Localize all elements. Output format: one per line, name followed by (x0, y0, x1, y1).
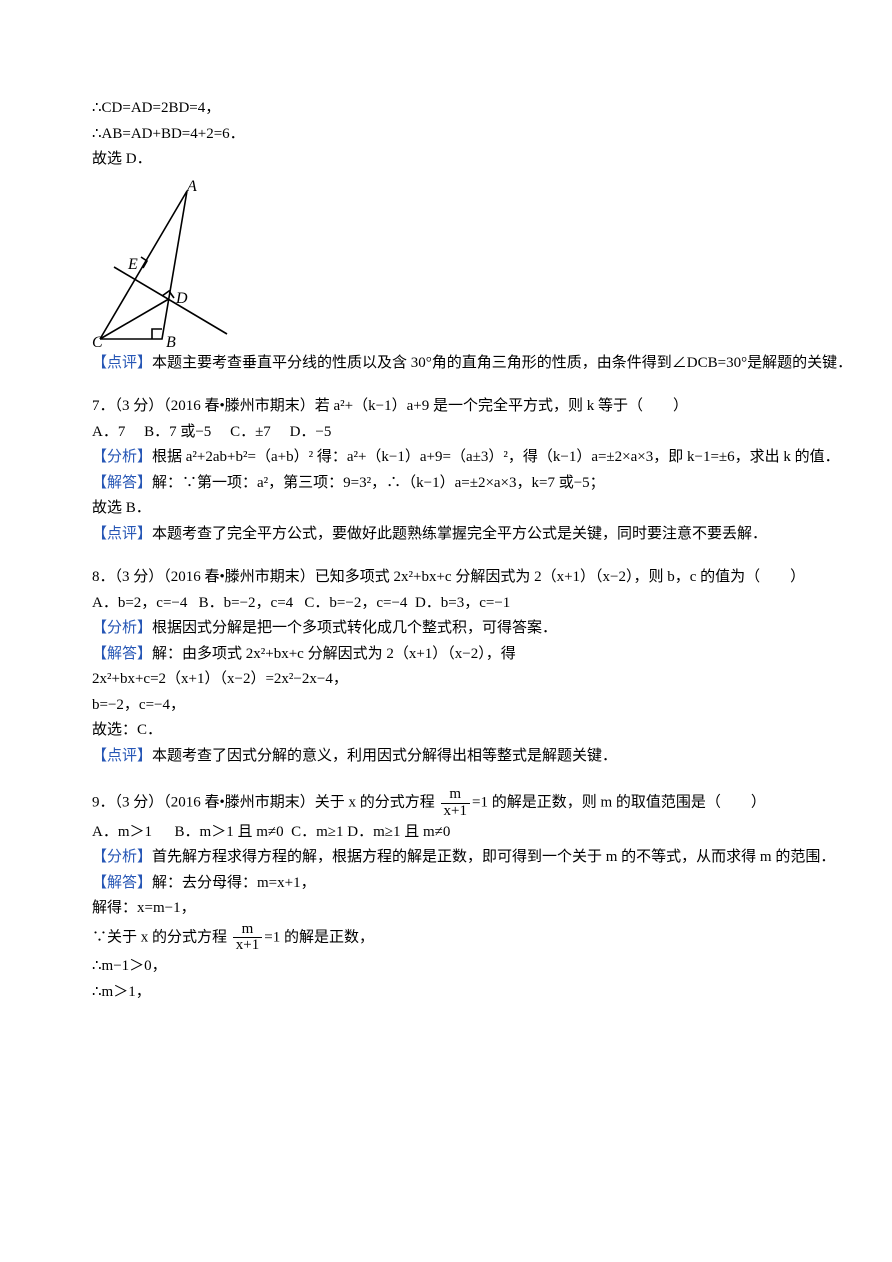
options-row: A．7 B．7 或−5 C．±7 D．−5 (92, 420, 892, 446)
answer-label: 【解答】 (92, 475, 152, 491)
analysis-text: 【分析】首先解方程求得方程的解，根据方程的解是正数，即可得到一个关于 m 的不等… (92, 845, 892, 871)
answer-text: 【解答】解：∵第一项：a²，第三项：9=3²，∴（k−1）a=±2×a×3，k=… (92, 471, 892, 497)
answer-text: 2x²+bx+c=2（x+1）（x−2）=2x²−2x−4， (92, 667, 892, 693)
triangle-figure: A C B D E (92, 179, 892, 349)
options-row: A．m＞1 B．m＞1 且 m≠0 C．m≥1 D．m≥1 且 m≠0 (92, 820, 892, 846)
fraction-num: m (441, 787, 470, 804)
comment-label: 【点评】 (92, 526, 152, 542)
opt-a: A．7 (92, 424, 125, 440)
analysis-label: 【分析】 (92, 449, 152, 465)
opt-b: B．b=−2，c=4 (199, 595, 294, 611)
fraction-den: x+1 (441, 804, 470, 820)
analysis-body: 根据 a²+2ab+b²=（a+b）² 得：a²+（k−1）a+9=（a±3）²… (152, 449, 840, 465)
comment-label: 【点评】 (92, 355, 152, 371)
analysis-body: 根据因式分解是把一个多项式转化成几个整式积，可得答案． (152, 620, 557, 636)
analysis-label: 【分析】 (92, 849, 152, 865)
comment-text: 【点评】本题考查了完全平方公式，要做好此题熟练掌握完全平方公式是关键，同时要注意… (92, 522, 892, 548)
opt-d: D．m≥1 且 m≠0 (347, 824, 450, 840)
opt-d: D．b=3，c=−1 (415, 595, 510, 611)
comment-text: 【点评】本题考查了因式分解的意义，利用因式分解得出相等整式是解题关键． (92, 744, 892, 770)
answer-body: 解：去分母得：m=x+1， (152, 875, 316, 891)
answer-label: 【解答】 (92, 646, 152, 662)
answer-text: 故选：C． (92, 718, 892, 744)
answer-text: 【解答】解：去分母得：m=x+1， (92, 871, 892, 897)
comment-label: 【点评】 (92, 748, 152, 764)
opt-c: C．b=−2，c=−4 (304, 595, 407, 611)
comment-body: 本题考查了完全平方公式，要做好此题熟练掌握完全平方公式是关键，同时要注意不要丢解… (152, 526, 767, 542)
question-stem: 7．（3 分）（2016 春•滕州市期末）若 a²+（k−1）a+9 是一个完全… (92, 394, 892, 420)
options-row: A．b=2，c=−4 B．b=−2，c=4 C．b=−2，c=−4 D．b=3，… (92, 591, 892, 617)
comment-body: 本题考查了因式分解的意义，利用因式分解得出相等整式是解题关键． (152, 748, 617, 764)
svg-text:B: B (166, 334, 176, 349)
fraction-num: m (233, 922, 262, 939)
answer-text: ∵关于 x 的分式方程 m x+1 =1 的解是正数， (92, 922, 892, 955)
fraction: m x+1 (441, 787, 470, 820)
body-text: ∴CD=AD=2BD=4， (92, 96, 892, 122)
opt-b: B．7 或−5 (144, 424, 211, 440)
opt-a: A．m＞1 (92, 824, 152, 840)
fraction: m x+1 (233, 922, 262, 955)
stem-part: =1 的解是正数，则 m 的取值范围是（ ） (472, 795, 766, 811)
opt-a: A．b=2，c=−4 (92, 595, 187, 611)
analysis-text: 【分析】根据因式分解是把一个多项式转化成几个整式积，可得答案． (92, 616, 892, 642)
answer-part: ∵关于 x 的分式方程 (92, 929, 227, 945)
question-stem: 9．（3 分）（2016 春•滕州市期末）关于 x 的分式方程 m x+1 =1… (92, 787, 892, 820)
opt-d: D．−5 (290, 424, 332, 440)
opt-c: C．m≥1 (291, 824, 343, 840)
fraction-den: x+1 (233, 938, 262, 954)
answer-text: 【解答】解：由多项式 2x²+bx+c 分解因式为 2（x+1）（x−2），得 (92, 642, 892, 668)
svg-text:C: C (92, 334, 103, 349)
comment-text: 【点评】本题主要考查垂直平分线的性质以及含 30°角的直角三角形的性质，由条件得… (92, 351, 892, 377)
answer-text: 故选 B． (92, 496, 892, 522)
question-stem: 8．（3 分）（2016 春•滕州市期末）已知多项式 2x²+bx+c 分解因式… (92, 565, 892, 591)
svg-text:A: A (186, 179, 197, 195)
stem-part: 9．（3 分）（2016 春•滕州市期末）关于 x 的分式方程 (92, 795, 435, 811)
answer-text: 解得：x=m−1， (92, 896, 892, 922)
answer-text: ∴m＞1， (92, 980, 892, 1006)
analysis-body: 首先解方程求得方程的解，根据方程的解是正数，即可得到一个关于 m 的不等式，从而… (152, 849, 835, 865)
analysis-label: 【分析】 (92, 620, 152, 636)
answer-label: 【解答】 (92, 875, 152, 891)
body-text: 故选 D． (92, 147, 892, 173)
answer-body: 解：∵第一项：a²，第三项：9=3²，∴（k−1）a=±2×a×3，k=7 或−… (152, 475, 605, 491)
opt-b: B．m＞1 且 m≠0 (175, 824, 284, 840)
svg-text:E: E (127, 256, 138, 273)
analysis-text: 【分析】根据 a²+2ab+b²=（a+b）² 得：a²+（k−1）a+9=（a… (92, 445, 892, 471)
comment-body: 本题主要考查垂直平分线的性质以及含 30°角的直角三角形的性质，由条件得到∠DC… (152, 355, 852, 371)
answer-text: ∴m−1＞0， (92, 954, 892, 980)
body-text: ∴AB=AD+BD=4+2=6． (92, 122, 892, 148)
opt-c: C．±7 (230, 424, 271, 440)
answer-text: b=−2，c=−4， (92, 693, 892, 719)
answer-part: =1 的解是正数， (264, 929, 374, 945)
svg-text:D: D (175, 290, 188, 307)
answer-body: 解：由多项式 2x²+bx+c 分解因式为 2（x+1）（x−2），得 (152, 646, 516, 662)
